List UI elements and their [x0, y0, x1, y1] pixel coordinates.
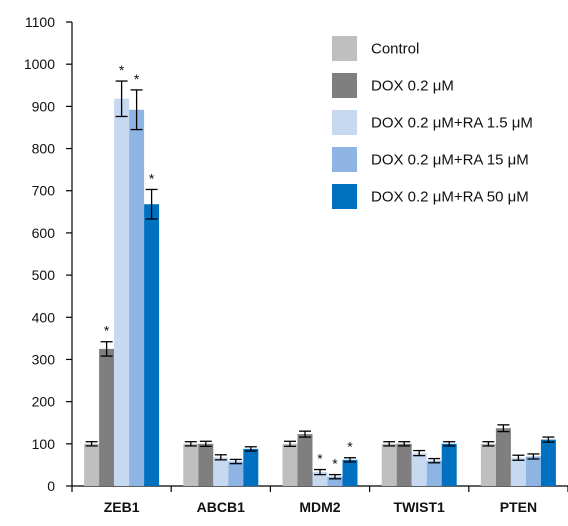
bar-dox-0-2-m-ra-15-m-twist1	[426, 460, 442, 486]
bar-control-mdm2	[282, 443, 298, 486]
y-tick-label: 600	[32, 225, 56, 241]
y-tick-label: 1000	[24, 56, 55, 72]
legend-swatch	[332, 73, 357, 98]
significance-marker: *	[104, 323, 110, 339]
legend-label: Control	[371, 41, 419, 58]
bar-dox-0-2-m-ra-15-m-zeb1	[129, 109, 145, 486]
x-category-label: PTEN	[500, 499, 537, 515]
bar-dox-0-2-m-ra-15-m-mdm2	[327, 476, 343, 486]
y-tick-label: 800	[32, 141, 56, 157]
y-tick-label: 200	[32, 394, 56, 410]
bar-control-zeb1	[84, 443, 100, 486]
y-tick-label: 300	[32, 351, 56, 367]
significance-marker: *	[134, 71, 140, 87]
bar-dox-0-2-m-ra-50-m-zeb1	[144, 204, 160, 486]
y-tick-label: 900	[32, 98, 56, 114]
bar-dox-0-2-m-abcb1	[198, 443, 214, 486]
legend-label: DOX 0.2 μM+RA 50 μM	[371, 189, 529, 206]
bar-dox-0-2-m-ra-1-5-m-abcb1	[213, 457, 229, 486]
x-category-label: ABCB1	[197, 499, 245, 515]
bar-dox-0-2-m-ra-1-5-m-pten	[510, 457, 526, 486]
bar-control-pten	[480, 443, 496, 486]
legend-label: DOX 0.2 μM	[371, 78, 454, 95]
x-category-label: ZEB1	[104, 499, 140, 515]
bar-dox-0-2-m-ra-1-5-m-mdm2	[312, 472, 328, 486]
bar-dox-0-2-m-mdm2	[297, 434, 313, 486]
legend-swatch	[332, 147, 357, 172]
y-tick-label: 500	[32, 267, 56, 283]
significance-marker: *	[347, 439, 353, 455]
bar-dox-0-2-m-ra-50-m-pten	[540, 439, 556, 486]
bar-dox-0-2-m-ra-50-m-mdm2	[342, 459, 358, 486]
significance-marker: *	[317, 451, 323, 467]
y-tick-label: 100	[32, 436, 56, 452]
legend-label: DOX 0.2 μM+RA 1.5 μM	[371, 115, 533, 132]
bar-dox-0-2-m-ra-15-m-pten	[525, 456, 541, 486]
bar-dox-0-2-m-ra-50-m-twist1	[441, 443, 457, 486]
bar-dox-0-2-m-ra-15-m-abcb1	[228, 461, 244, 486]
bar-dox-0-2-m-ra-50-m-abcb1	[243, 448, 259, 486]
legend-label: DOX 0.2 μM+RA 15 μM	[371, 152, 529, 169]
bar-control-abcb1	[183, 443, 199, 486]
chart-bars: * * * * * * *	[84, 62, 556, 487]
significance-marker: *	[149, 170, 155, 186]
legend-swatch	[332, 184, 357, 209]
y-tick-label: 1100	[25, 14, 55, 30]
x-category-label: MDM2	[299, 499, 340, 515]
significance-marker: *	[332, 456, 338, 472]
chart-axes: 0 100 200 300 400 500 600 700 800 900 1000 1100 ZEB1…	[24, 14, 568, 515]
legend-swatch	[332, 36, 357, 61]
significance-marker: *	[119, 62, 125, 78]
bar-dox-0-2-m-pten	[495, 428, 511, 486]
chart-legend: Control DOX 0.2 μM DOX 0.2 μM+RA 1.5 μM DOX…	[332, 36, 533, 209]
x-category-label: TWIST1	[394, 499, 446, 515]
legend-swatch	[332, 110, 357, 135]
y-tick-label: 700	[32, 183, 56, 199]
bar-control-twist1	[381, 443, 397, 486]
bar-dox-0-2-m-twist1	[396, 443, 412, 486]
y-tick-label: 0	[47, 478, 55, 494]
y-tick-label: 400	[32, 309, 56, 325]
bar-dox-0-2-m-ra-1-5-m-zeb1	[114, 98, 130, 487]
bar-dox-0-2-m-ra-1-5-m-twist1	[411, 453, 427, 486]
bar-dox-0-2-m-zeb1	[99, 348, 115, 486]
